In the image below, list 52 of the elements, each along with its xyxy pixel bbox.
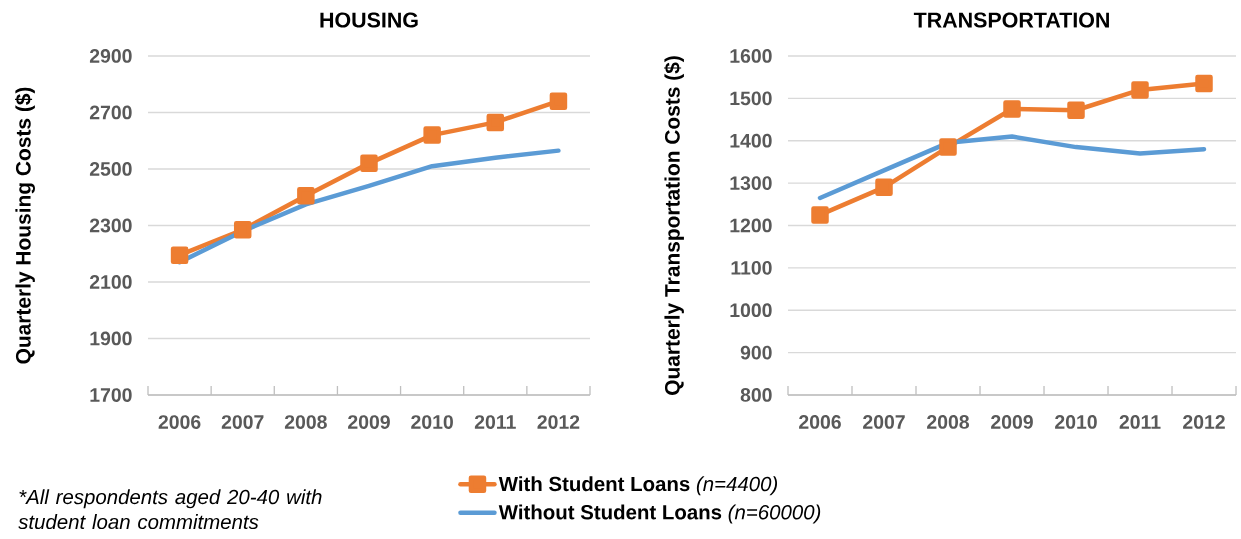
x-tick-label: 2006: [158, 415, 201, 429]
point: [811, 206, 829, 224]
chart-title: HOUSING: [320, 12, 418, 28]
point: [486, 113, 505, 132]
point: [1195, 74, 1213, 93]
y-tick-label: 2100: [89, 275, 132, 289]
chart-title: TRANSPORTATION: [913, 12, 1109, 28]
point: [233, 220, 252, 239]
y-tick-label: 800: [740, 388, 772, 402]
point: [170, 246, 189, 264]
legend-label: Without Student Loans (n=60000): [498, 504, 821, 524]
point: [549, 92, 568, 110]
point: [1131, 81, 1149, 99]
y-tick-label: 1000: [730, 303, 772, 318]
x-tick-label: 2011: [474, 415, 516, 429]
y-tick-label: 1400: [730, 133, 772, 148]
y-tick-label: 2700: [89, 105, 132, 120]
text: *All respondents aged 20-40 with student loan commitments: [18, 489, 322, 530]
x-tick-label: 2009: [991, 415, 1033, 429]
point: [360, 154, 378, 173]
y-tick-label: 2300: [89, 218, 132, 233]
y-tick-label: 900: [740, 345, 772, 360]
x-tick-label: 2006: [799, 415, 841, 429]
x-tick-label: 2007: [863, 415, 905, 429]
legend-label: With Student Loans (n=4400): [498, 476, 778, 496]
y-axis-title: Quarterly Housing Costs ($): [15, 87, 35, 364]
x-tick-label: 2008: [284, 415, 327, 429]
point: [423, 126, 441, 144]
point: [1003, 100, 1021, 118]
y-tick-label: 1200: [730, 218, 772, 233]
y-tick-label: 1700: [90, 388, 132, 402]
x-tick-label: 2008: [927, 415, 970, 429]
y-tick-label: 1300: [730, 176, 772, 191]
y-tick-label: 1600: [730, 49, 772, 63]
y-tick-label: 1100: [731, 261, 772, 275]
y-tick-label: 1500: [730, 91, 772, 106]
x-tick-label: 2010: [1055, 415, 1097, 429]
y-axis-title: Quarterly Transportation Costs ($): [664, 56, 684, 395]
x-tick-label: 2011: [1119, 415, 1161, 429]
point: [939, 138, 957, 156]
point: [875, 178, 893, 197]
x-tick-label: 2010: [411, 415, 453, 429]
point: [1067, 101, 1085, 119]
point: [297, 187, 315, 205]
y-tick-label: 2500: [89, 162, 132, 176]
x-tick-label: 2007: [221, 415, 264, 429]
line-series: [817, 134, 1207, 201]
x-tick-label: 2009: [348, 415, 390, 429]
x-tick-label: 2012: [537, 415, 580, 429]
y-tick-label: 1900: [90, 331, 132, 346]
y-tick-label: 2900: [89, 49, 132, 63]
x-tick-label: 2012: [1183, 415, 1225, 429]
